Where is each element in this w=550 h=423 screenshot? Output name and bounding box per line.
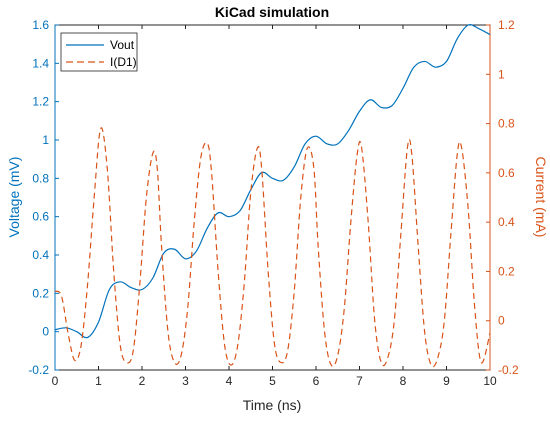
- left-y-tick-label: 1.2: [32, 95, 49, 109]
- legend-box: [60, 32, 138, 72]
- left-y-tick-label: 1.6: [32, 18, 49, 32]
- left-y-tick-label: 0.2: [32, 286, 49, 300]
- left-y-tick-label: 1.4: [32, 56, 49, 70]
- left-y-axis: -0.2 0 0.2 0.4 0.6 0.8 1 1.2 1.4 1.6: [28, 18, 59, 377]
- x-tick-label: 3: [182, 374, 189, 388]
- left-y-tick-label: 0.6: [32, 210, 49, 224]
- right-y-tick-label: 0.4: [498, 215, 515, 229]
- right-y-tick-label: 0.6: [498, 166, 515, 180]
- series-line-vout: [54, 24, 491, 339]
- right-y-tick-label: 1: [498, 67, 505, 81]
- right-y-tick-label: -0.2: [498, 363, 519, 377]
- x-axis: 0 1 2 3 4 5 6 7 8 9 10: [52, 25, 497, 388]
- right-y-tick-label: 0: [498, 314, 505, 328]
- left-y-tick-label: 0: [42, 325, 49, 339]
- series-line-id1: [54, 127, 491, 368]
- plot-area: [54, 24, 491, 371]
- left-y-axis-label: Voltage (mV): [6, 157, 22, 238]
- x-tick-label: 8: [400, 374, 407, 388]
- x-tick-label: 9: [443, 374, 450, 388]
- x-tick-label: 2: [139, 374, 146, 388]
- left-y-tick-label: 0.4: [32, 248, 49, 262]
- legend: Vout I(D1): [60, 32, 138, 72]
- right-y-axis-label: Current (mA): [533, 157, 549, 238]
- x-tick-label: 4: [226, 374, 233, 388]
- left-y-tick-label: 0.8: [32, 171, 49, 185]
- left-y-tick-label: 1: [42, 133, 49, 147]
- legend-label-id1: I(D1): [110, 55, 137, 69]
- x-tick-label: 10: [483, 374, 497, 388]
- series-layer: [54, 24, 491, 368]
- x-axis-label: Time (ns): [243, 397, 302, 413]
- chart-title: KiCad simulation: [215, 4, 329, 20]
- right-y-tick-label: 1.2: [498, 18, 515, 32]
- left-y-tick-label: -0.2: [28, 363, 49, 377]
- x-tick-label: 7: [356, 374, 363, 388]
- x-tick-label: 6: [313, 374, 320, 388]
- right-y-axis: -0.2 0 0.2 0.4 0.6 0.8 1 1.2: [486, 18, 519, 377]
- x-tick-label: 5: [269, 374, 276, 388]
- x-tick-label: 0: [52, 374, 59, 388]
- right-y-tick-label: 0.2: [498, 264, 515, 278]
- x-tick-label: 1: [95, 374, 102, 388]
- right-y-tick-label: 0.8: [498, 117, 515, 131]
- legend-label-vout: Vout: [110, 38, 135, 52]
